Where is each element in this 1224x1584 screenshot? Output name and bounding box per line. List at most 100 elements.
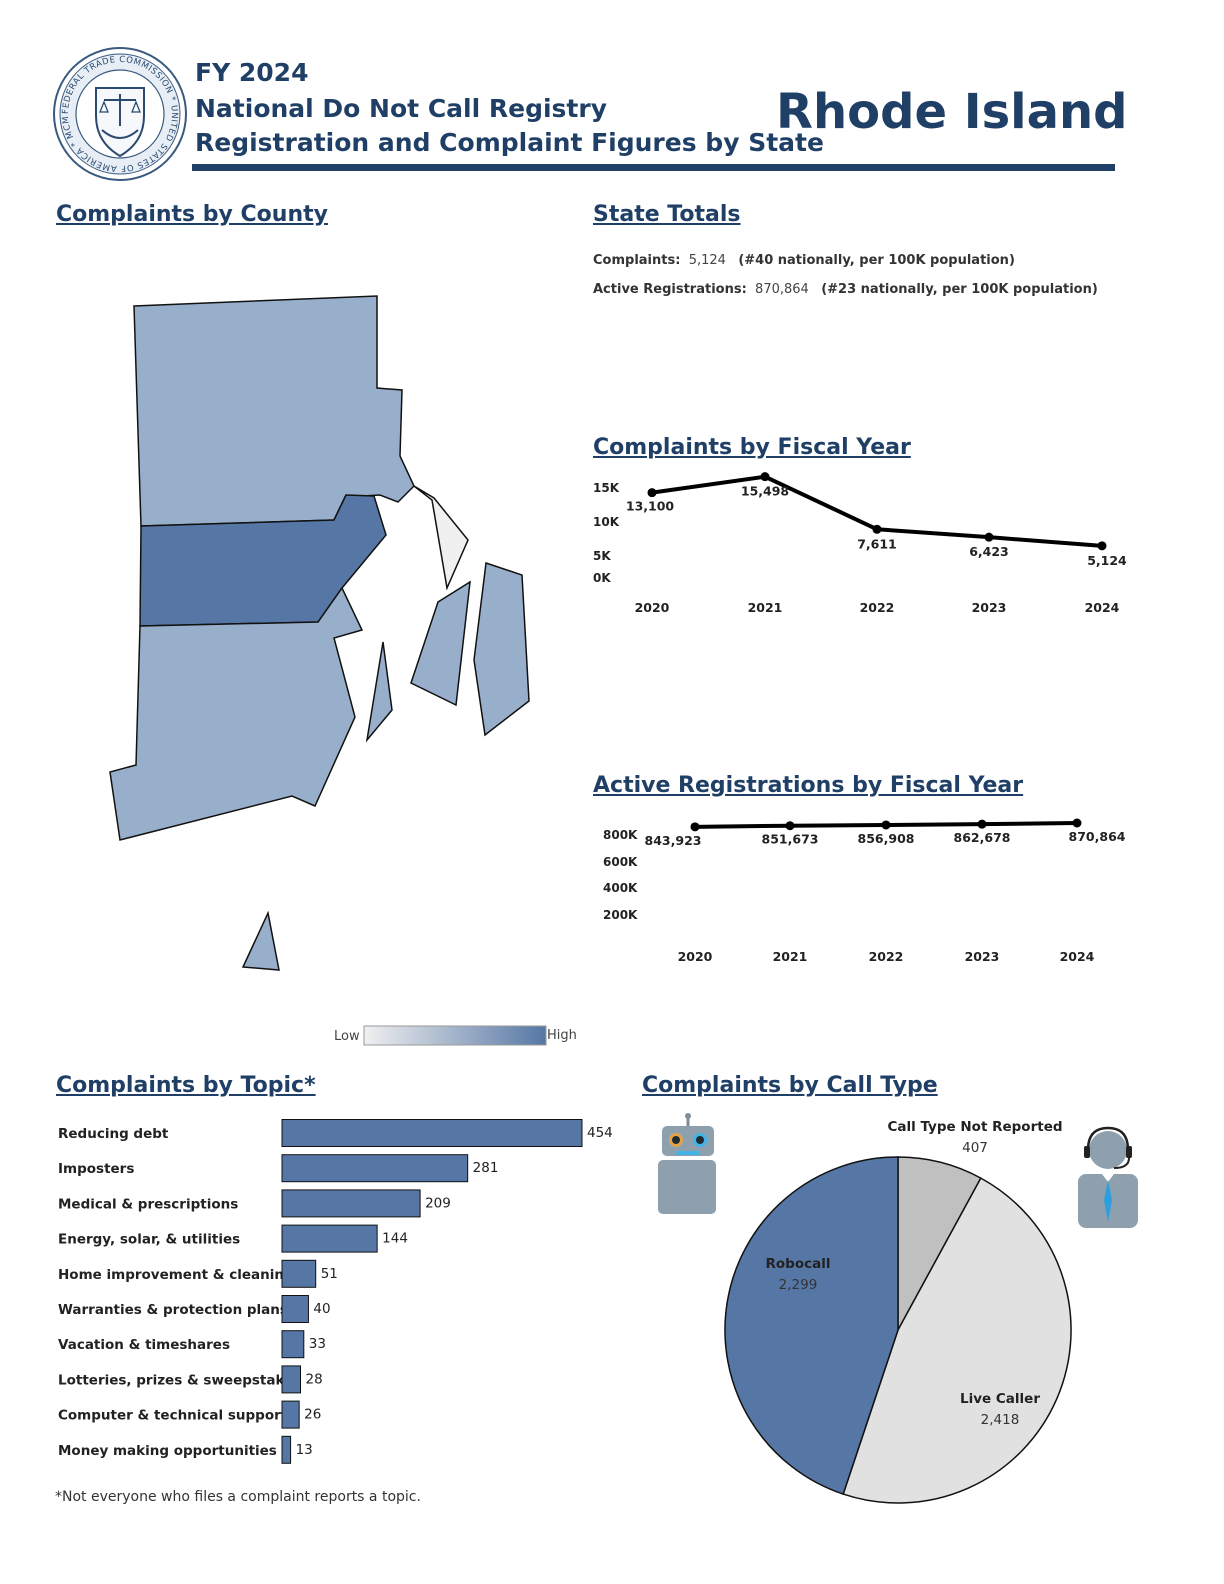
pie-slice-value: 2,418 — [981, 1412, 1020, 1428]
legend-high-label: High — [547, 1028, 577, 1043]
county-providence — [133, 295, 415, 527]
fiscal-year-heading: FY 2024 — [195, 58, 309, 87]
data-point — [760, 472, 770, 482]
pie-slice-value: 407 — [962, 1140, 988, 1156]
x-tick-label: 2024 — [1060, 949, 1095, 964]
topic-bar — [281, 1154, 469, 1183]
data-label: 7,611 — [857, 536, 897, 551]
data-point — [1072, 818, 1082, 828]
topic-footnote: *Not everyone who files a complaint repo… — [55, 1489, 421, 1505]
data-label: 856,908 — [858, 831, 915, 846]
legend-gradient-bar — [363, 1025, 547, 1046]
x-tick-label: 2021 — [773, 949, 808, 964]
complaints-total-line: Complaints: 5,124 (#40 nationally, per 1… — [593, 253, 1015, 268]
topic-bar — [281, 1224, 378, 1253]
topic-value-label: 33 — [309, 1336, 326, 1352]
topic-label: Energy, solar, & utilities — [58, 1232, 240, 1248]
state-totals-title: State Totals — [593, 202, 741, 227]
topic-label: Vacation & timeshares — [58, 1337, 230, 1353]
data-label: 5,124 — [1087, 553, 1127, 568]
data-label: 851,673 — [762, 832, 819, 847]
y-tick-label: 800K — [603, 828, 638, 842]
registrations-total-line: Active Registrations: 870,864 (#23 natio… — [593, 282, 1098, 297]
call-type-section-title: Complaints by Call Type — [642, 1073, 938, 1098]
topic-label: Lotteries, prizes & sweepstakes — [58, 1372, 301, 1388]
county-newport-aquidneck — [410, 580, 471, 707]
pie-slice-label: Live Caller — [960, 1391, 1040, 1407]
pie-slice — [724, 1156, 899, 1496]
topic-label: Medical & prescriptions — [58, 1196, 238, 1212]
complaints-line-chart: 15K 10K 5K 0K 13,100 2020 15,498 2021 7,611 2022 6… — [593, 472, 1127, 615]
data-point — [690, 822, 700, 832]
topic-bar — [281, 1400, 300, 1429]
complaints-total-label: Complaints: — [593, 253, 681, 268]
topic-value-label: 454 — [587, 1125, 613, 1141]
x-tick-label: 2021 — [748, 600, 783, 615]
x-tick-label: 2024 — [1085, 600, 1120, 615]
topic-label: Home improvement & cleaning — [58, 1267, 294, 1283]
y-tick-label: 15K — [593, 481, 620, 495]
x-tick-label: 2020 — [635, 600, 670, 615]
x-tick-label: 2022 — [860, 600, 895, 615]
y-tick-label: 400K — [603, 881, 638, 895]
x-tick-label: 2022 — [869, 949, 904, 964]
complaints-fy-title: Complaints by Fiscal Year — [593, 435, 911, 460]
registrations-rank: (#23 nationally, per 100K population) — [821, 282, 1098, 297]
data-label: 6,423 — [969, 544, 1009, 559]
live-caller-icon — [1078, 1126, 1138, 1228]
topic-value-label: 209 — [425, 1195, 451, 1211]
data-label: 870,864 — [1069, 829, 1126, 844]
topic-bar-chart: Reducing debt 454 Imposters 281 Medical & pr… — [58, 1119, 613, 1464]
county-bristol — [413, 485, 469, 591]
registrations-line-chart: 800K 600K 400K 200K 843,923 2020 851,673 2021 85… — [603, 818, 1126, 964]
data-label: 862,678 — [954, 830, 1011, 845]
y-tick-label: 10K — [593, 515, 620, 529]
topic-label: Warranties & protection plans — [58, 1302, 288, 1318]
topic-label: Reducing debt — [58, 1126, 169, 1142]
topic-bar — [281, 1189, 421, 1218]
county-newport-block-island — [241, 910, 280, 971]
registrations-total-label: Active Registrations: — [593, 282, 747, 297]
registrations-total-value: 870,864 — [755, 282, 809, 297]
complaints-rank: (#40 nationally, per 100K population) — [738, 253, 1015, 268]
topic-bar — [281, 1295, 309, 1323]
pie-slice-value: 2,299 — [779, 1277, 818, 1293]
topic-bar — [281, 1119, 583, 1147]
topic-bar — [281, 1259, 317, 1288]
data-label: 15,498 — [741, 484, 789, 499]
call-type-pie-chart: Call Type Not Reported 407 Live Caller 2,41… — [724, 1119, 1072, 1504]
topic-bar — [281, 1330, 305, 1359]
pie-slice-label: Call Type Not Reported — [887, 1119, 1062, 1135]
robot-icon — [658, 1113, 716, 1214]
data-point — [881, 820, 891, 830]
topic-label: Imposters — [58, 1161, 134, 1177]
x-tick-label: 2023 — [965, 949, 1000, 964]
registrations-fy-title: Active Registrations by Fiscal Year — [593, 773, 1024, 798]
data-point — [984, 532, 994, 542]
topic-section-title: Complaints by Topic* — [56, 1073, 316, 1098]
state-name: Rhode Island — [776, 84, 1128, 140]
map-legend: Low High — [334, 1025, 577, 1046]
topic-value-label: 28 — [306, 1371, 323, 1387]
county-washington — [109, 586, 364, 841]
pie-slice-label: Robocall — [766, 1256, 831, 1272]
x-tick-label: 2020 — [678, 949, 713, 964]
county-section-title: Complaints by County — [56, 202, 328, 227]
y-tick-label: 5K — [593, 549, 611, 563]
topic-bar — [281, 1435, 292, 1464]
data-point — [785, 821, 795, 831]
data-point — [647, 488, 657, 498]
data-label: 13,100 — [626, 499, 675, 514]
county-newport-tiverton — [473, 561, 530, 737]
topic-bar — [281, 1365, 302, 1394]
county-map — [109, 295, 530, 971]
data-point — [872, 524, 882, 534]
topic-value-label: 144 — [382, 1231, 408, 1247]
topic-value-label: 40 — [313, 1301, 330, 1317]
complaints-total-value: 5,124 — [688, 253, 726, 268]
topic-label: Computer & technical support — [58, 1408, 288, 1424]
data-point — [1097, 541, 1107, 551]
topic-value-label: 26 — [304, 1407, 321, 1423]
y-tick-label: 200K — [603, 908, 638, 922]
topic-label: Money making opportunities — [58, 1443, 277, 1459]
